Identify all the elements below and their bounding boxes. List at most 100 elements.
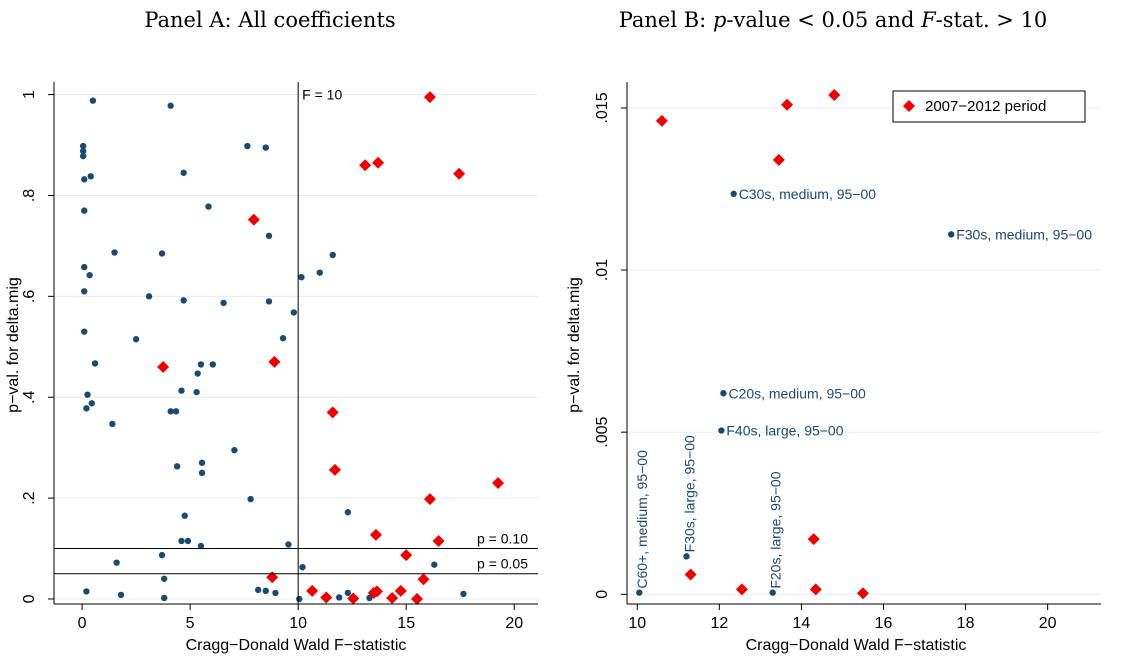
panel-a-diamond-point: [347, 592, 360, 605]
panel-a-point: [193, 388, 200, 396]
panel-a-point: [220, 299, 227, 307]
panel-a-point: [117, 591, 125, 599]
panel-b-point: [769, 589, 776, 596]
panel-b-x-tick-label: 12: [710, 615, 728, 632]
panel-b-y-axis-label: p−val. for delta.mig: [566, 277, 583, 413]
panel-b-diamond-point: [856, 587, 869, 600]
panel-b-axes: 0 .005 .01 .015 10 12 14 16 18 20: [594, 82, 1101, 632]
panel-b-title: Panel B: p-value < 0.05 and F-stat. > 10: [619, 8, 1048, 32]
panel-a-diamond-point: [326, 406, 339, 419]
panel-a-point: [299, 563, 306, 571]
panel-a-point: [167, 102, 174, 109]
panel-b-x-tick-label: 14: [793, 615, 811, 632]
panel-a-point: [83, 405, 90, 412]
panel-b-marks: C60+, medium, 95−00 F30s, large, 95−00 F40…: [634, 88, 1092, 600]
panel-b-point: [683, 553, 690, 560]
panel-a-point: [180, 169, 187, 176]
panel-a-point: [84, 391, 91, 398]
legend-label: 2007−2012 period: [925, 98, 1046, 115]
panel-a-point: [265, 232, 273, 240]
panel-a-point: [316, 269, 323, 276]
panel-a-point: [160, 575, 168, 582]
panel-a-point: [87, 173, 94, 180]
panel-a-x-tick-label: 20: [505, 615, 523, 632]
panel-a-point: [173, 463, 181, 470]
panel-a-point: [184, 537, 192, 545]
panel-a-point: [329, 251, 336, 259]
panel-a-point: [181, 512, 188, 519]
panel-a-point: [344, 509, 352, 516]
panel-a-diamond-point: [268, 355, 281, 368]
panel-a-point: [113, 559, 120, 566]
panel-a-point: [366, 594, 373, 602]
panel-a-diamond-point: [369, 528, 382, 541]
panel-a-point: [285, 541, 292, 548]
panel-a-point: [262, 587, 269, 595]
panel-b-y-tick-label: 0: [594, 590, 611, 599]
panel-a-point: [198, 459, 206, 466]
panel-a-diamond-point: [306, 584, 319, 597]
panel-a-point: [79, 142, 87, 150]
panel-a-point: [158, 551, 166, 559]
panel-a-y-tick-label: 1: [21, 90, 38, 99]
panel-b-diamond-point: [655, 114, 668, 127]
panel-b-point-label: F20s, large, 95−00: [768, 471, 784, 588]
panel-b-x-tick-label: 10: [628, 615, 646, 632]
panel-a-diamond-point: [432, 534, 445, 547]
panel-b-diamond-point: [809, 583, 822, 596]
panel-b-diamond-point: [828, 88, 841, 101]
panel-b-x-tick-label: 18: [957, 615, 975, 632]
panel-a-point: [197, 542, 205, 550]
panel-b-point: [720, 390, 727, 397]
legend-diamond-marker: [903, 100, 915, 112]
panel-a-point: [167, 408, 174, 415]
panel-a-point: [81, 263, 88, 271]
panel-a-marks: [79, 91, 505, 605]
panel-a-point: [172, 408, 180, 415]
panel-a-x-tick-label: 5: [186, 615, 195, 632]
panel-a-diamond-point: [423, 91, 436, 104]
panel-b-legend: 2007−2012 period: [892, 90, 1086, 123]
panel-a-point: [262, 144, 269, 151]
panel-a-diamond-point: [247, 213, 260, 226]
panel-a-point: [109, 420, 116, 428]
panel-b-diamond-point: [735, 583, 748, 596]
panel-a-point: [244, 142, 251, 150]
panel-a-diamond-point: [417, 573, 430, 586]
panel-b-x-axis-label: Cragg−Donald Wald F−statistic: [746, 637, 967, 654]
panel-a-diamond-point: [157, 360, 170, 373]
panel-a-diamond-point: [372, 156, 385, 169]
panel-a-point: [209, 361, 217, 368]
panel-b-point-label: F40s, large, 95−00: [726, 423, 843, 439]
panel-b-diamond-point: [772, 153, 785, 166]
panel-b-y-tick-label: .01: [594, 259, 611, 281]
panel-a-point: [89, 97, 97, 104]
panel-a-point: [91, 360, 99, 367]
panel-a-point: [178, 387, 185, 394]
panel-b-point-label: F30s, medium, 95−00: [956, 226, 1092, 242]
panel-a-diamond-point: [320, 591, 333, 604]
panel-a-point: [279, 335, 287, 342]
panel-b-point: [730, 190, 737, 198]
panel-b-point-label: F30s, large, 95−00: [681, 435, 697, 552]
panel-a-plot: 0.2.4.6.810 5 10 15 20F = 10p = 0.10p = 0.05: [21, 82, 538, 632]
panel-a-point: [81, 328, 88, 335]
panel-a-point: [247, 495, 254, 503]
panel-b-point-label: C30s, medium, 95−00: [739, 186, 877, 202]
panel-a-point: [158, 250, 166, 257]
panel-a-ref-label-p: p = 0.10: [477, 531, 528, 547]
panel-a-axes: 0.2.4.6.810 5 10 15 20F = 10p = 0.10p = 0.05: [21, 82, 538, 632]
panel-a-point: [460, 590, 467, 598]
panel-a-point: [88, 400, 96, 407]
panel-a-diamond-point: [411, 592, 423, 605]
panel-b-point: [636, 589, 643, 596]
panel-a-point: [180, 297, 187, 304]
panel-a-point: [178, 537, 185, 545]
panel-a-diamond-point: [371, 585, 384, 598]
panel-b-y-tick-label: .005: [594, 416, 611, 447]
panel-a-point: [160, 594, 168, 602]
panel-b-point-label: C20s, medium, 95−00: [728, 385, 866, 401]
panel-b-plot: C60+, medium, 95−00 F30s, large, 95−00 F40…: [594, 82, 1101, 632]
panel-b-point: [718, 427, 725, 434]
panel-b-y-tick-label: .015: [594, 92, 611, 123]
